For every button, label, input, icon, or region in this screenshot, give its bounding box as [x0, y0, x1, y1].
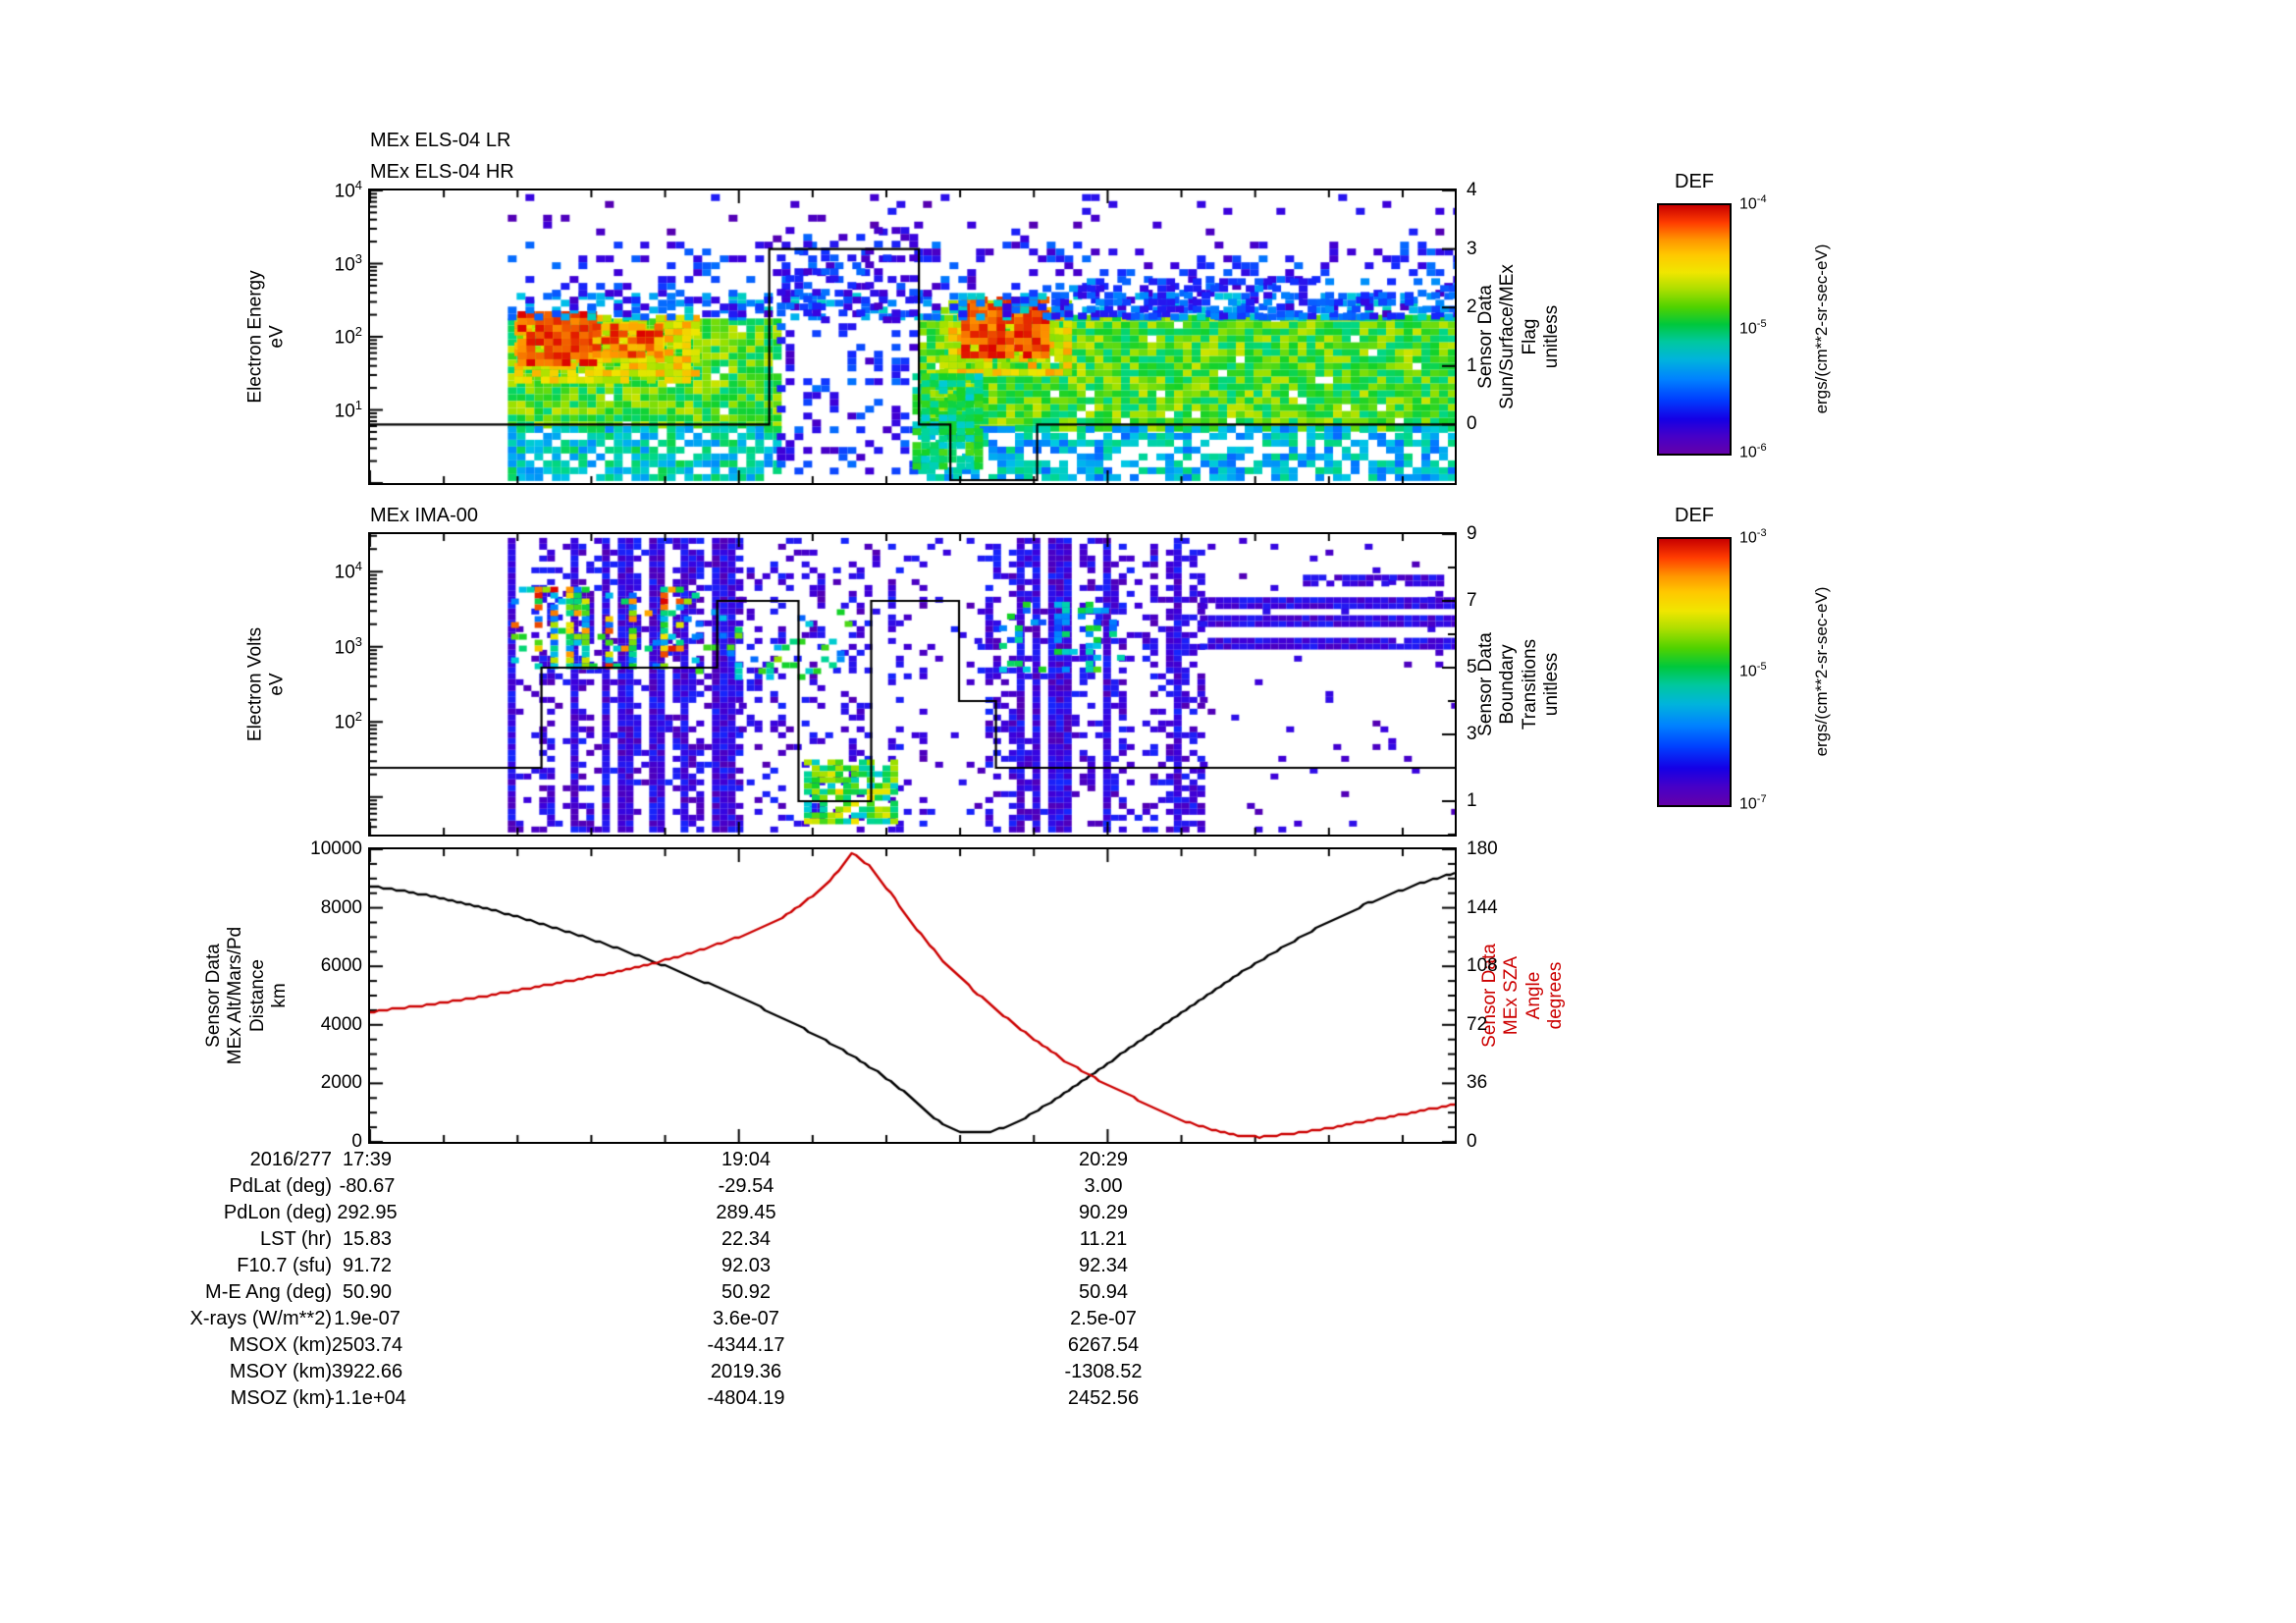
table-value: 292.95 [337, 1202, 398, 1223]
els-colorbar-title: DEF [1675, 171, 1714, 192]
table-value: -4804.19 [707, 1387, 785, 1409]
els-panel-title-line2: MEx ELS-04 HR [370, 161, 514, 183]
ima-colorbar [1657, 537, 1732, 807]
table-value: 50.94 [1078, 1281, 1129, 1303]
els-spectrogram-canvas [368, 189, 1457, 485]
traj-ytick-label: 0 [351, 1131, 362, 1152]
els-ytick-label: 104 [334, 178, 362, 202]
table-value: 90.29 [1078, 1202, 1129, 1223]
table-value: 6267.54 [1067, 1334, 1140, 1356]
ima-colorbar-unit-label: ergs/(cm**2-sr-sec-eV) [1811, 586, 1831, 757]
els-right-tick-label: 1 [1467, 354, 1477, 376]
ima-right-tick-label: 7 [1467, 590, 1477, 611]
els-right-tick-label: 2 [1467, 297, 1477, 318]
ima-right-axis-label: Sensor Data Boundary Transitions unitles… [1475, 632, 1563, 736]
table-value: -29.54 [718, 1175, 774, 1197]
table-row-label: 2016/277 [249, 1149, 332, 1170]
traj-ytick-label: 10000 [310, 839, 362, 859]
table-row-label: PdLon (deg) [223, 1202, 332, 1223]
table-value: 3922.66 [331, 1361, 403, 1382]
traj-right-tick-label: 0 [1467, 1131, 1477, 1152]
table-row-label: F10.7 (sfu) [237, 1255, 332, 1276]
table-value: 50.92 [721, 1281, 772, 1303]
table-value: 19:04 [721, 1149, 772, 1170]
colorbar-tick-label: 10-3 [1739, 527, 1767, 547]
table-value: 91.72 [342, 1255, 393, 1276]
table-row-label: MSOZ (km) [230, 1387, 332, 1409]
table-row-label: LST (hr) [260, 1228, 332, 1250]
els-right-tick-label: 0 [1467, 413, 1477, 435]
table-value: 2.5e-07 [1070, 1308, 1137, 1329]
table-value: 22.34 [721, 1228, 772, 1250]
els-ytick-label: 102 [334, 324, 362, 349]
colorbar-tick-label: 10-5 [1739, 660, 1767, 679]
traj-ytick-label: 8000 [320, 896, 362, 918]
table-value: 2503.74 [331, 1334, 403, 1356]
ima-right-tick-label: 5 [1467, 657, 1477, 677]
els-right-tick-label: 4 [1467, 180, 1477, 200]
table-value: 15.83 [342, 1228, 393, 1250]
ima-right-tick-label: 3 [1467, 724, 1477, 744]
table-value: 1.9e-07 [334, 1308, 400, 1329]
table-row-label: M-E Ang (deg) [205, 1281, 332, 1303]
ima-ytick-label: 104 [334, 559, 362, 583]
traj-ytick-label: 4000 [320, 1013, 362, 1035]
table-value: 11.21 [1079, 1228, 1128, 1250]
table-value: 289.45 [716, 1202, 776, 1223]
colorbar-tick-label: 10-4 [1739, 193, 1767, 213]
table-row-label: X-rays (W/m**2) [189, 1308, 332, 1329]
table-row-label: PdLat (deg) [229, 1175, 332, 1197]
els-right-axis-label: Sensor Data Sun/Surface/MEx Flag unitles… [1475, 264, 1563, 409]
table-value: 50.90 [342, 1281, 393, 1303]
ima-spectrogram-canvas [368, 532, 1457, 837]
ima-ytick-label: 103 [334, 633, 362, 659]
ima-right-tick-label: 9 [1467, 523, 1477, 544]
table-value: 17:39 [342, 1149, 393, 1170]
els-right-tick-label: 3 [1467, 238, 1477, 259]
traj-right-tick-label: 108 [1467, 955, 1498, 977]
ima-right-tick-label: 1 [1467, 790, 1477, 811]
table-value: -1.1e+04 [328, 1387, 406, 1409]
table-value: -4344.17 [707, 1334, 785, 1356]
table-row-label: MSOY (km) [229, 1361, 332, 1382]
table-value: -1308.52 [1064, 1361, 1143, 1382]
els-panel-title-line1: MEx ELS-04 LR [370, 130, 511, 151]
table-value: -80.67 [339, 1175, 396, 1197]
trajectory-plot-canvas [368, 847, 1457, 1144]
table-value: 2019.36 [710, 1361, 782, 1382]
ima-panel-title: MEx IMA-00 [370, 505, 479, 526]
traj-right-tick-label: 144 [1467, 896, 1498, 918]
els-colorbar [1657, 203, 1732, 456]
table-value: 92.34 [1078, 1255, 1129, 1276]
els-colorbar-unit-label: ergs/(cm**2-sr-sec-eV) [1811, 243, 1831, 414]
table-value: 3.6e-07 [713, 1308, 779, 1329]
traj-y-axis-label: Sensor Data MEx Alt/Mars/Pd Distance km [203, 926, 291, 1065]
table-value: 92.03 [721, 1255, 772, 1276]
traj-ytick-label: 6000 [320, 955, 362, 977]
traj-right-tick-label: 180 [1467, 839, 1498, 859]
traj-right-tick-label: 36 [1467, 1072, 1488, 1094]
colorbar-tick-label: 10-7 [1739, 793, 1767, 813]
table-value: 20:29 [1078, 1149, 1129, 1170]
table-value: 2452.56 [1067, 1387, 1140, 1409]
colorbar-tick-label: 10-5 [1739, 317, 1767, 337]
ima-colorbar-title: DEF [1675, 505, 1714, 526]
traj-right-tick-label: 72 [1467, 1013, 1488, 1035]
els-ytick-label: 101 [334, 397, 362, 421]
traj-ytick-label: 2000 [320, 1072, 362, 1094]
table-row-label: MSOX (km) [229, 1334, 332, 1356]
els-ytick-label: 103 [334, 250, 362, 275]
table-value: 3.00 [1084, 1175, 1123, 1197]
colorbar-tick-label: 10-6 [1739, 442, 1767, 461]
ima-ytick-label: 102 [334, 709, 362, 733]
